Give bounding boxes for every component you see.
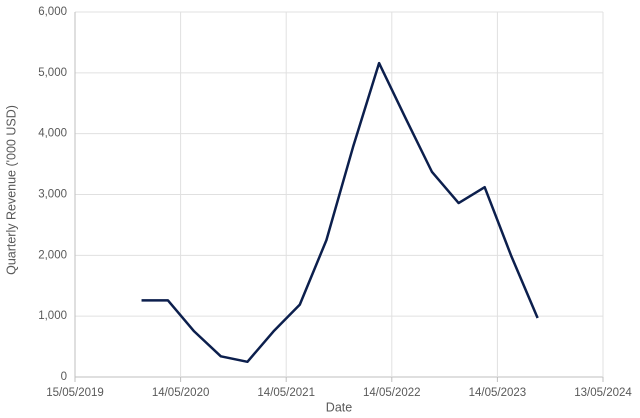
y-tick-label: 4,000 — [38, 128, 67, 140]
y-tick-label: 2,000 — [38, 249, 67, 261]
x-tick-label: 15/05/2019 — [46, 387, 104, 399]
x-axis-label: Date — [326, 400, 352, 414]
x-tick-label: 13/05/2024 — [574, 387, 632, 399]
x-tick-label: 14/05/2020 — [152, 387, 210, 399]
y-tick-label: 5,000 — [38, 67, 67, 79]
x-tick-label: 14/05/2022 — [363, 387, 421, 399]
y-axis-label: Quarterly Revenue ('000 USD) — [4, 105, 18, 275]
y-tick-label: 3,000 — [38, 189, 67, 201]
y-tick-label: 6,000 — [38, 6, 67, 18]
x-tick-label: 14/05/2023 — [469, 387, 527, 399]
line-series — [141, 61, 539, 364]
y-tick-label: 0 — [61, 371, 67, 383]
y-tick-label: 1,000 — [38, 310, 67, 322]
x-tick-label: 14/05/2021 — [257, 387, 315, 399]
